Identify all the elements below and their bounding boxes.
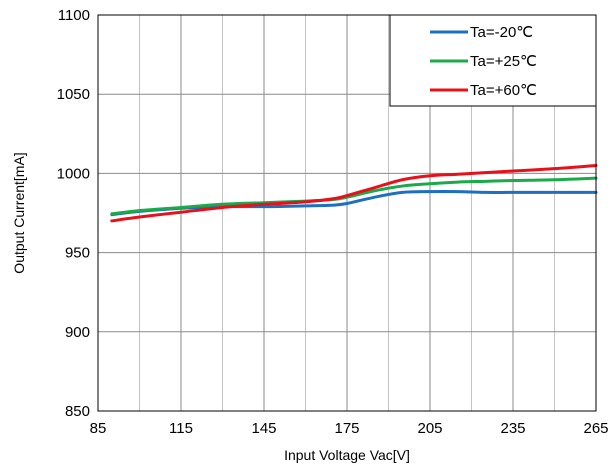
y-tick-label: 1100 (58, 7, 90, 24)
y-tick-label: 900 (65, 324, 90, 341)
x-axis-ticks: 85 115 145 175 205 235 265 (90, 420, 609, 437)
x-tick-label: 145 (251, 420, 276, 437)
x-axis-title: Input Voltage Vac[V] (284, 447, 410, 463)
x-tick-label: 205 (417, 420, 442, 437)
plot-area-frame (97, 14, 597, 412)
x-tick-label: 265 (583, 420, 608, 437)
series-line-3 (110, 163, 598, 223)
y-tick-label: 1050 (57, 86, 90, 103)
legend: Ta=-20℃ Ta=+25℃ Ta=+60℃ (389, 14, 597, 107)
x-tick-label: 235 (500, 420, 525, 437)
y-tick-label: 950 (65, 245, 90, 262)
x-tick-label: 175 (334, 420, 359, 437)
x-tick-label: 85 (90, 420, 107, 437)
series-lines (110, 163, 598, 223)
y-tick-label: 850 (65, 403, 90, 420)
legend-label: Ta=-20℃ (470, 24, 533, 41)
y-tick-label: 1000 (57, 165, 90, 182)
legend-label: Ta=+60℃ (470, 82, 537, 99)
x-tick-label: 115 (169, 420, 193, 437)
y-axis-title: Output Current[mA] (11, 152, 27, 273)
series-line-2 (110, 176, 598, 216)
y-axis-ticks: 850 900 950 1000 1050 1100 (57, 7, 90, 420)
legend-box (389, 14, 597, 107)
legend-label: Ta=+25℃ (470, 53, 537, 70)
